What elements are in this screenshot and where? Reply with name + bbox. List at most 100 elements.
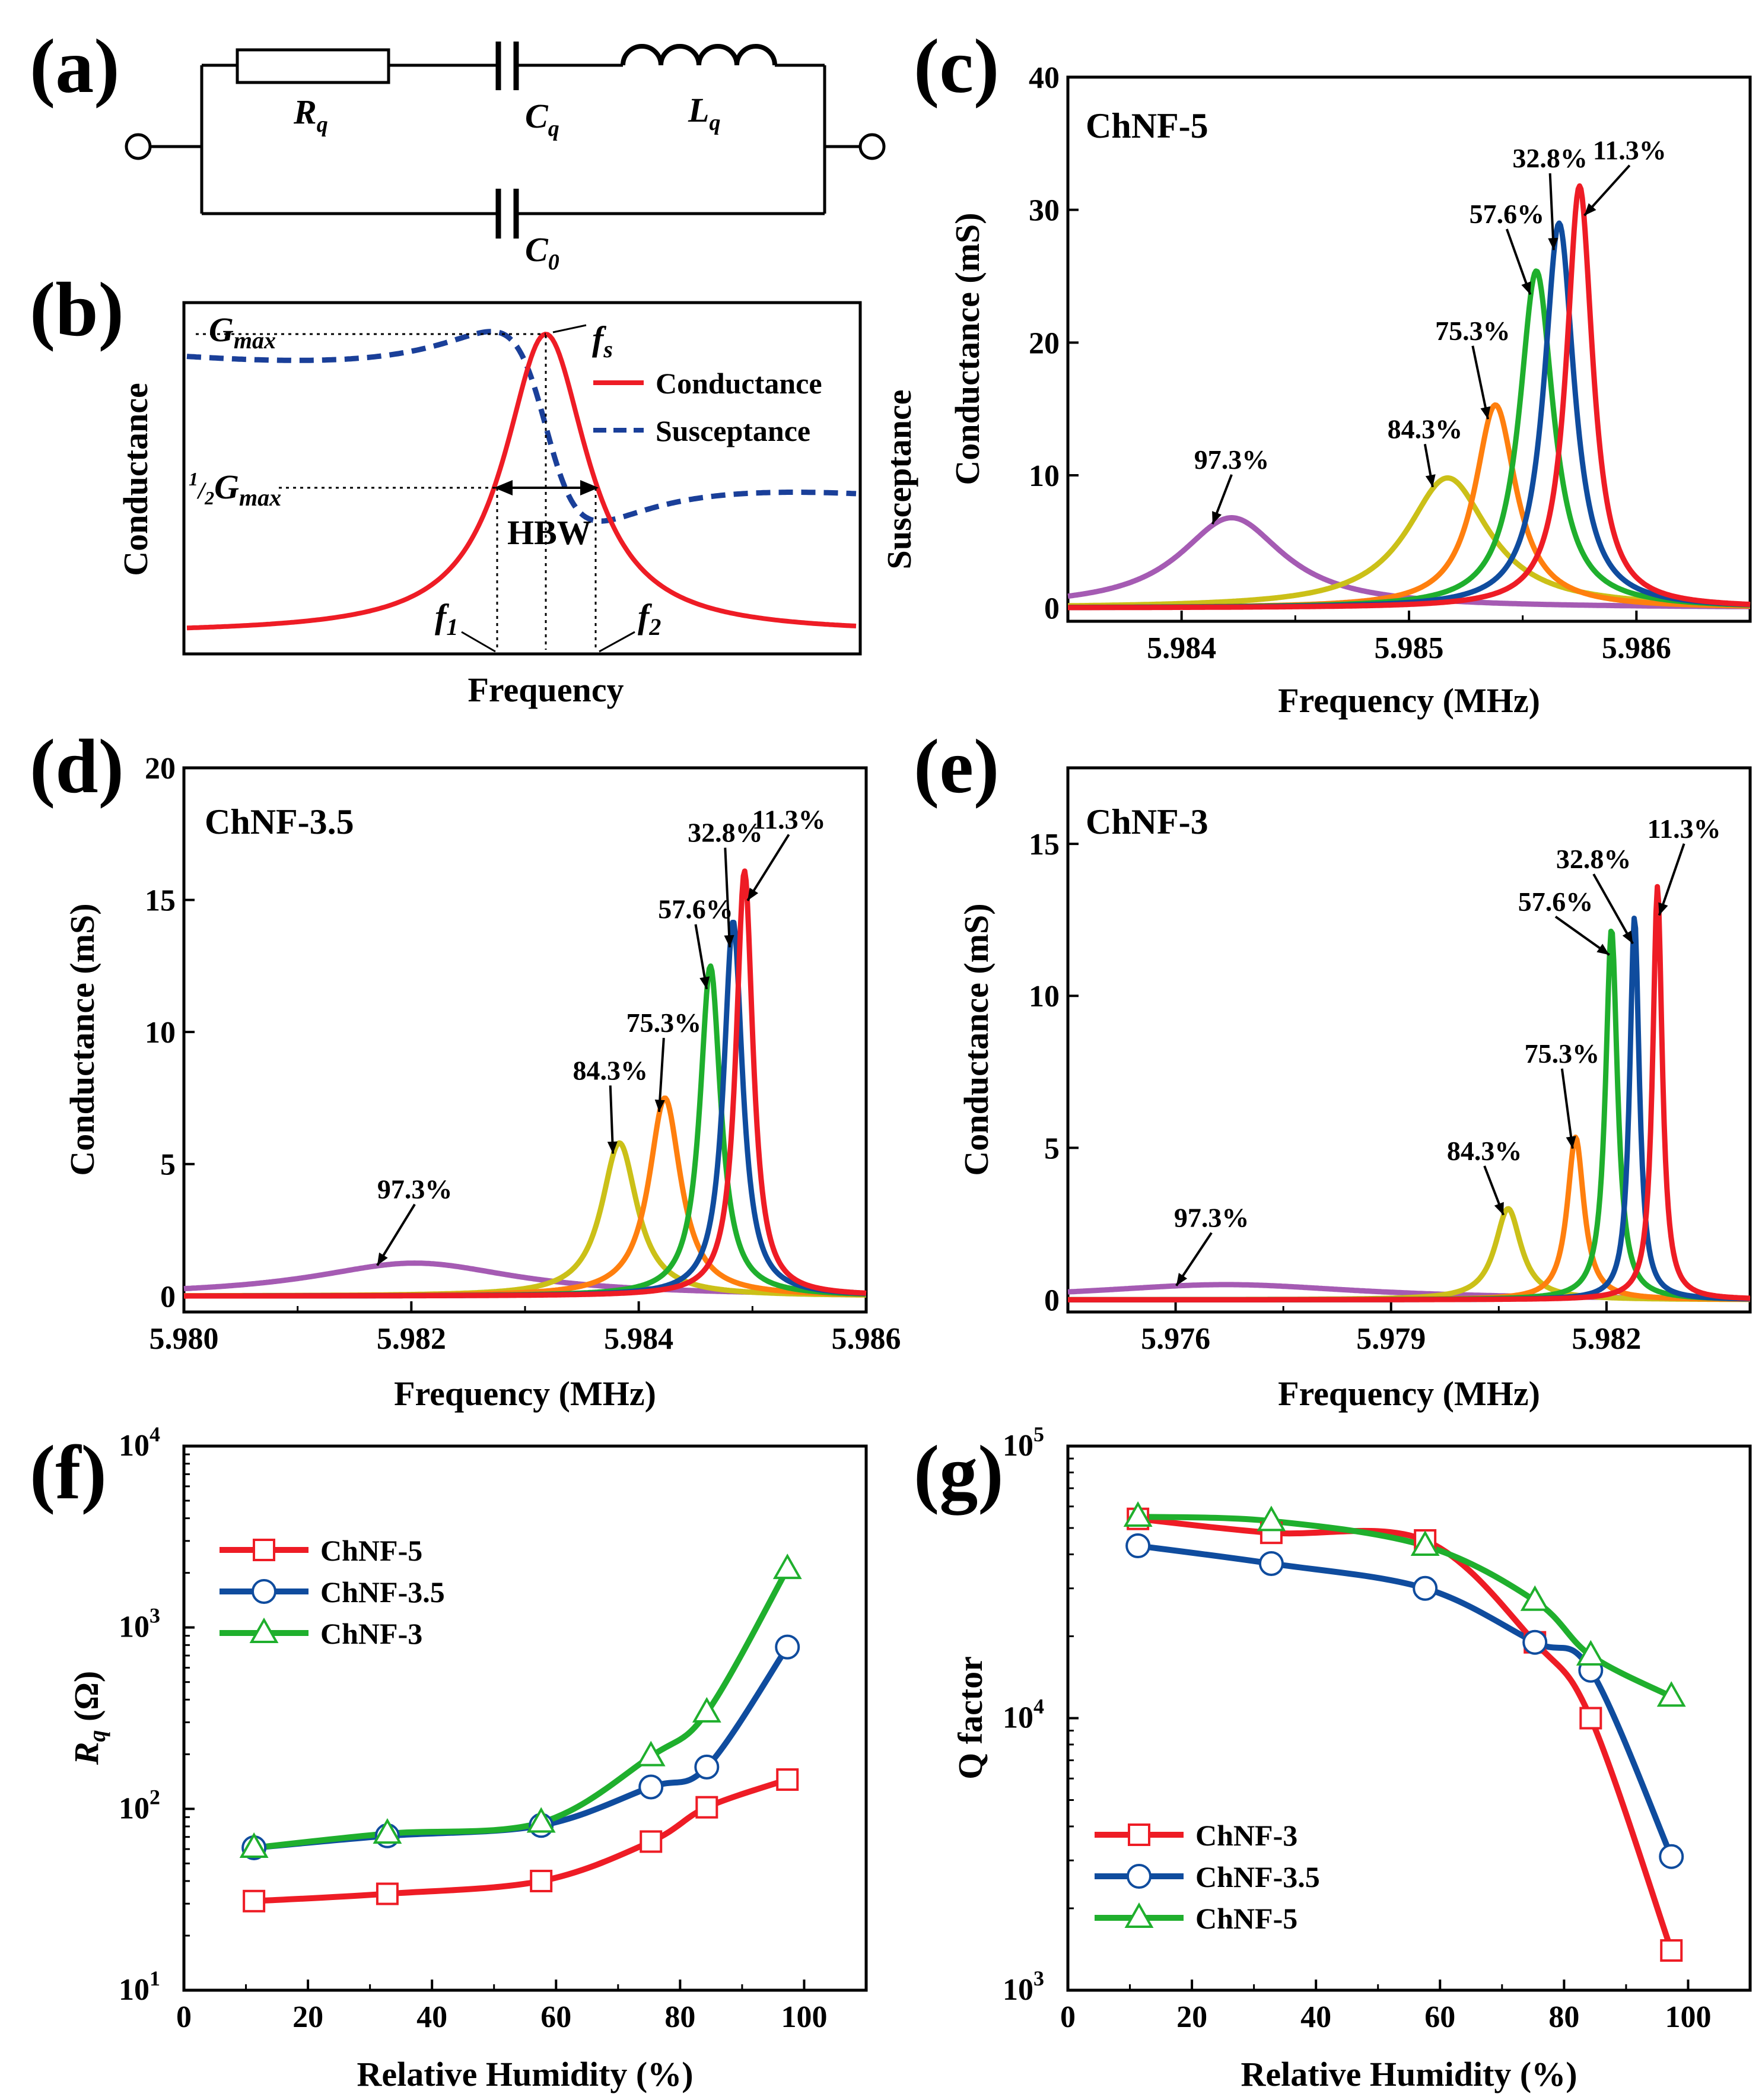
label-57.6%: 57.6% [1470, 199, 1545, 229]
panel-d-ylabel: Conductance (mS) [63, 903, 101, 1176]
arrowhead-57.6% [1596, 943, 1610, 955]
panel-f-tag: (f) [30, 1430, 107, 1516]
marker-ChNF-3.5 [1522, 1629, 1548, 1655]
x-tick-label: 5.985 [1375, 631, 1444, 665]
marker-ChNF-5 [1257, 1505, 1286, 1532]
legend-marker-ChNF-3.5 [252, 1579, 276, 1604]
x-tick-label: 5.982 [1572, 1322, 1641, 1356]
panel-a: (a) Rq Cq Lq C0 [30, 24, 886, 275]
panel-d-xlabel: Frequency (MHz) [394, 1374, 656, 1413]
legend-conductance-label: Conductance [656, 367, 822, 400]
y-tick-label: 15 [1029, 828, 1060, 862]
f1-pointer [461, 631, 496, 653]
legend-marker-ChNF-5 [253, 1539, 275, 1561]
y-tick-label: 104 [1003, 1695, 1044, 1735]
arrowhead-75.3% [1566, 1136, 1576, 1149]
circuit [125, 42, 886, 239]
label-84.3%: 84.3% [573, 1055, 648, 1085]
marker-ChNF-3.5 [694, 1754, 720, 1780]
arrowhead-75.3% [654, 1100, 665, 1112]
marker-ChNF-5 [243, 1889, 266, 1912]
legend-marker-ChNF-3 [1128, 1823, 1150, 1846]
x-tick-label: 80 [664, 2000, 695, 2034]
terminal-right [858, 133, 886, 160]
label-11.3%: 11.3% [1593, 135, 1666, 166]
y-tick-label: 10 [1029, 980, 1060, 1014]
y-tick-label: 20 [1029, 326, 1060, 360]
marker-ChNF-3.5 [1659, 1844, 1684, 1869]
arrow-32.8% [1592, 873, 1634, 945]
arrow-11.3% [746, 834, 790, 901]
panel-d-title: ChNF-3.5 [205, 802, 354, 841]
half-gmax-label: 1/2Gmax [189, 468, 281, 511]
panel-e-tag: (e) [914, 724, 999, 809]
legend-marker-ChNF-3 [249, 1617, 279, 1643]
label-32.8%: 32.8% [1556, 844, 1631, 874]
label-84.3%: 84.3% [1388, 414, 1463, 444]
marker-ChNF-5 [1656, 1681, 1686, 1707]
marker-ChNF-3 [373, 1818, 402, 1844]
marker-ChNF-3 [1660, 1939, 1683, 1962]
y-tick-label: 103 [1003, 1966, 1044, 2007]
x-tick-label: 100 [1665, 2000, 1711, 2034]
label-11.3%: 11.3% [752, 804, 826, 834]
label-97.3%: 97.3% [1174, 1203, 1249, 1233]
panel-b-guides [196, 333, 597, 650]
x-tick-label: 60 [1424, 2000, 1455, 2034]
x-tick-label: 5.986 [832, 1322, 901, 1356]
y-tick-label: 0 [1044, 592, 1060, 626]
terminal-left [125, 133, 152, 160]
x-tick-label: 5.980 [150, 1322, 219, 1356]
y-tick-label: 5 [160, 1148, 176, 1182]
marker-ChNF-3 [1579, 1707, 1602, 1730]
marker-ChNF-5 [1576, 1640, 1605, 1666]
x-tick-label: 5.984 [604, 1322, 673, 1356]
series-32.8% [1066, 916, 1752, 1302]
y-tick-label: 102 [119, 1785, 160, 1825]
panel-f-frame [182, 1444, 868, 1992]
marker-ChNF-3 [772, 1553, 802, 1580]
panel-b-ylabel-right: Susceptance [880, 390, 918, 570]
marker-ChNF-5 [1123, 1501, 1153, 1527]
arrow-11.3% [1658, 843, 1685, 916]
arrow-32.8% [724, 847, 731, 948]
panel-b: (b) HBW Gmax 1/2Gmax fs f1 f2 Conductanc… [30, 267, 918, 709]
panel-e: (e) ChNF-3 Conductance (mS) Frequency (M… [914, 724, 1752, 1413]
y-tick-label: 10 [1029, 459, 1060, 493]
panel-g-ylabel: Q factor [951, 1656, 990, 1780]
x-tick-label: 5.982 [377, 1322, 446, 1356]
panel-g-tag: (g) [914, 1430, 1004, 1516]
series-32.8% [182, 920, 868, 1299]
fs-pointer [552, 324, 587, 333]
x-tick-label: 5.979 [1356, 1322, 1426, 1356]
panel-b-ylabel: Conductance [116, 383, 155, 576]
marker-ChNF-5 [530, 1869, 553, 1892]
x-tick-label: 40 [416, 2000, 447, 2034]
x-tick-label: 40 [1300, 2000, 1331, 2034]
y-tick-label: 105 [1003, 1422, 1044, 1463]
legend-label-ChNF-5: ChNF-5 [1195, 1902, 1297, 1935]
label-32.8%: 32.8% [688, 818, 763, 848]
y-tick-label: 101 [119, 1966, 160, 2007]
resistor-symbol [236, 48, 390, 84]
arrowhead-84.3% [1425, 474, 1436, 487]
x-tick-label: 60 [540, 2000, 571, 2034]
arrowhead-97.3% [1176, 1273, 1188, 1286]
y-tick-label: 10 [145, 1016, 176, 1050]
arrow-75.3% [657, 1038, 665, 1112]
x-tick-label: 5.976 [1141, 1322, 1210, 1356]
label-32.8%: 32.8% [1512, 143, 1588, 173]
y-tick-label: 0 [160, 1280, 176, 1314]
marker-ChNF-5 [640, 1830, 663, 1853]
series-11.3% [1066, 884, 1752, 1302]
arrow-32.8% [1548, 173, 1555, 250]
marker-ChNF-5 [695, 1796, 718, 1819]
y-tick-label: 103 [119, 1604, 160, 1644]
marker-ChNF-3 [239, 1832, 269, 1858]
arrowhead-11.3% [748, 888, 759, 901]
panel-e-frame [1066, 766, 1752, 1314]
panel-g: (g) Q factor Relative Humidity (%) 0 20 40… [914, 1422, 1752, 2093]
panel-d-plot: 5.980 5.982 5.984 5.986 0 5 10 15 20 11.3%32.8% 57… [145, 752, 901, 1356]
series-11.3% [1066, 183, 1752, 611]
